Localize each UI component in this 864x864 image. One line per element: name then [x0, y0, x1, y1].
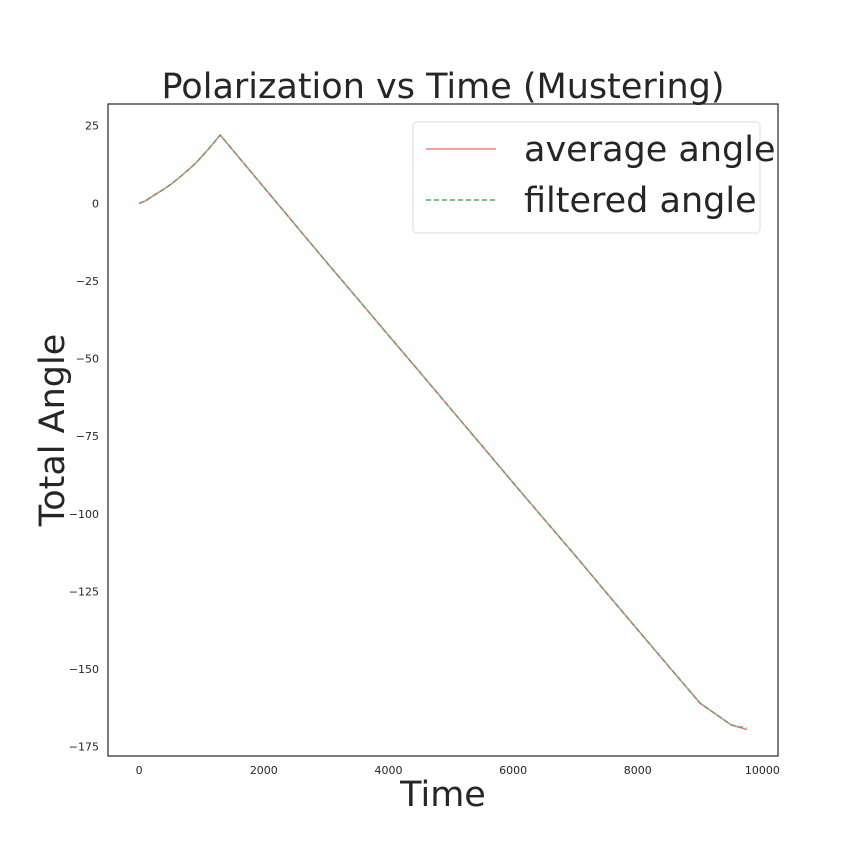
x-tick-label: 8000	[624, 764, 652, 777]
ticks-layer: 0 2000 4000 6000 8000 10000 25 0 −25 −50 −75 −100 −1…	[69, 120, 780, 777]
legend-box	[412, 121, 761, 234]
y-tick-label: −125	[69, 585, 99, 598]
x-tick-label: 0	[136, 764, 143, 777]
chart-title: Polarization vs Time (Mustering)	[161, 67, 724, 107]
series-line-filtered-angle	[138, 134, 747, 729]
y-tick-label: −100	[69, 508, 99, 521]
y-tick-label: 25	[85, 120, 99, 133]
y-tick-label: −50	[76, 353, 99, 366]
legend-label-filtered-angle: filtered angle	[524, 181, 757, 221]
y-axis-title: Total Angle	[33, 334, 73, 527]
y-tick-label: 0	[92, 197, 99, 210]
x-tick-label: 10000	[745, 764, 780, 777]
y-tick-label: −150	[69, 663, 99, 676]
y-tick-label: −75	[76, 430, 99, 443]
x-tick-label: 2000	[250, 764, 278, 777]
y-tick-label: −25	[76, 275, 99, 288]
legend-label-average-angle: average angle	[524, 130, 776, 170]
y-tick-label: −175	[69, 741, 99, 754]
x-tick-label: 4000	[374, 764, 402, 777]
plot-area	[107, 103, 779, 757]
x-axis-title: Time	[399, 775, 486, 815]
x-tick-label: 6000	[499, 764, 527, 777]
legend: average angle filtered angle	[412, 121, 776, 234]
series-layer	[138, 134, 748, 731]
